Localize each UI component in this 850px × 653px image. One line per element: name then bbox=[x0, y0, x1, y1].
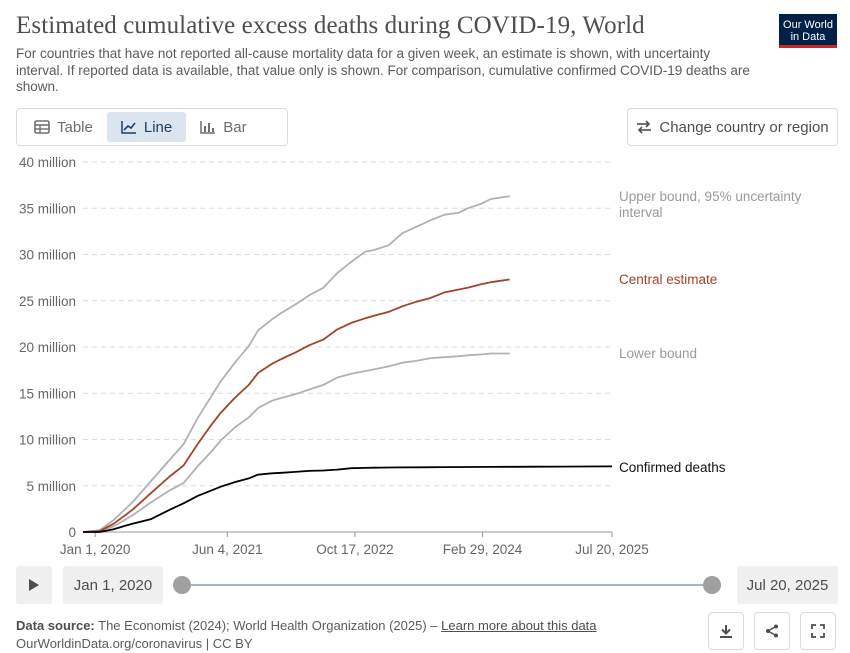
table-icon bbox=[34, 120, 50, 134]
download-icon bbox=[720, 625, 732, 638]
line-chart: 0 5 million 10 million 15 million 20 million… bbox=[19, 155, 802, 557]
share-button[interactable] bbox=[754, 612, 790, 650]
bar-chart-icon bbox=[200, 121, 216, 134]
change-country-button[interactable]: Change country or region bbox=[627, 108, 838, 146]
y-tick-label: 30 million bbox=[19, 248, 76, 263]
y-tick-label: 20 million bbox=[19, 340, 76, 355]
x-tick-label: Feb 29, 2024 bbox=[443, 542, 523, 557]
x-tick-label: Jun 4, 2021 bbox=[192, 542, 263, 557]
timeline-end-date[interactable]: Jul 20, 2025 bbox=[737, 566, 838, 604]
timeline-end-handle[interactable] bbox=[703, 576, 721, 594]
footer: Data source: The Economist (2024); World… bbox=[16, 617, 597, 653]
tab-table-label: Table bbox=[57, 118, 93, 136]
series-label-lower-bound: Lower bound bbox=[619, 346, 697, 361]
learn-more-link[interactable]: Learn more about this data bbox=[441, 618, 597, 633]
view-tabs: Table Line Bar bbox=[16, 108, 288, 146]
line-chart-icon bbox=[121, 121, 136, 134]
series-line-central-estimate bbox=[82, 278, 510, 533]
series-line-lower-bound bbox=[82, 352, 510, 533]
tab-line-label: Line bbox=[143, 118, 173, 136]
series-line-confirmed-deaths bbox=[83, 465, 613, 533]
download-button[interactable] bbox=[708, 612, 744, 650]
x-tick-label: Oct 17, 2022 bbox=[316, 542, 393, 557]
swap-arrows-icon bbox=[637, 120, 652, 134]
y-tick-label: 10 million bbox=[19, 433, 76, 448]
share-icon bbox=[766, 624, 778, 638]
chart-subtitle: For countries that have not reported all… bbox=[16, 46, 750, 94]
footer-url: OurWorldinData.org/coronavirus | CC BY bbox=[16, 636, 253, 651]
series-line-upper-bound-95-uncertainty-interval bbox=[82, 195, 510, 533]
timeline-start-handle[interactable] bbox=[173, 576, 191, 594]
timeline: Jan 1, 2020 Jul 20, 2025 bbox=[16, 566, 838, 604]
tab-bar[interactable]: Bar bbox=[186, 112, 260, 142]
series-label-central-estimate: Central estimate bbox=[619, 272, 717, 287]
x-tick-label: Jan 1, 2020 bbox=[60, 542, 131, 557]
tab-table[interactable]: Table bbox=[20, 112, 107, 142]
fullscreen-button[interactable] bbox=[800, 612, 836, 650]
timeline-start-date[interactable]: Jan 1, 2020 bbox=[63, 566, 163, 604]
source-label: Data source: bbox=[16, 618, 95, 633]
play-icon bbox=[29, 579, 39, 591]
series-label-confirmed-deaths: Confirmed deaths bbox=[619, 460, 726, 475]
chart-title: Estimated cumulative excess deaths durin… bbox=[16, 12, 645, 39]
fullscreen-icon bbox=[811, 624, 825, 638]
logo-line-1: Our World bbox=[783, 19, 833, 31]
tab-line[interactable]: Line bbox=[106, 112, 187, 142]
tab-bar-label: Bar bbox=[223, 118, 247, 136]
logo-line-2: in Data bbox=[790, 31, 826, 43]
timeline-track[interactable] bbox=[182, 584, 712, 586]
series-label-upper-bound-95-uncertainty-interval: Upper bound, 95% uncertainty interval bbox=[619, 189, 802, 220]
y-tick-label: 25 million bbox=[19, 294, 76, 309]
y-tick-label: 0 bbox=[68, 525, 76, 540]
y-tick-label: 40 million bbox=[19, 155, 76, 170]
y-tick-label: 35 million bbox=[19, 201, 76, 216]
play-button[interactable] bbox=[16, 566, 52, 604]
change-country-label: Change country or region bbox=[659, 118, 829, 136]
source-text: The Economist (2024); World Health Organ… bbox=[98, 618, 438, 633]
y-tick-label: 5 million bbox=[26, 479, 76, 494]
owid-logo[interactable]: Our World in Data bbox=[779, 14, 837, 48]
y-tick-label: 15 million bbox=[19, 386, 76, 401]
x-tick-label: Jul 20, 2025 bbox=[575, 542, 649, 557]
